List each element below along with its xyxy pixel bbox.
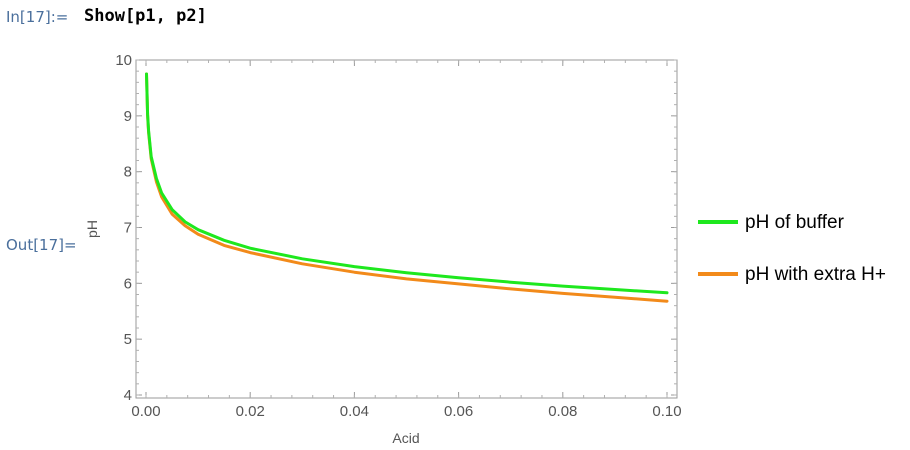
x-tick-label: 0.10: [652, 403, 681, 420]
legend-label: pH with extra H+: [745, 264, 886, 285]
input-cell-code[interactable]: Show[p1, p2]: [84, 6, 207, 26]
y-tick-label: 8: [124, 164, 132, 181]
x-tick-label: 0.04: [340, 403, 369, 420]
y-axis-ticks: 4 5 6 7 8 9 10: [115, 52, 677, 404]
y-tick-label: 7: [124, 220, 132, 237]
legend: pH of buffer pH with extra H+: [698, 212, 886, 285]
x-axis-ticks: 0.00 0.02 0.04 0.06 0.08 0.10: [131, 60, 682, 420]
x-tick-label: 0.06: [444, 403, 473, 420]
x-axis-title: Acid: [392, 430, 419, 446]
y-tick-label: 6: [124, 275, 132, 292]
series-lines: [145, 72, 669, 303]
x-tick-label: 0.08: [548, 403, 577, 420]
input-cell-label: In[17]:=: [6, 8, 69, 26]
series-line: [145, 72, 669, 295]
x-tick-label: 0.02: [236, 403, 265, 420]
y-tick-label: 4: [124, 387, 132, 404]
plot-frame: [135, 59, 678, 399]
output-cell-label: Out[17]=: [6, 236, 77, 254]
y-axis-title: pH: [84, 220, 100, 238]
x-tick-label: 0.00: [131, 403, 160, 420]
y-tick-label: 5: [124, 331, 132, 348]
y-tick-label: 10: [115, 52, 132, 69]
series-line: [145, 72, 669, 303]
legend-label: pH of buffer: [745, 212, 845, 233]
y-tick-label: 9: [124, 108, 132, 125]
